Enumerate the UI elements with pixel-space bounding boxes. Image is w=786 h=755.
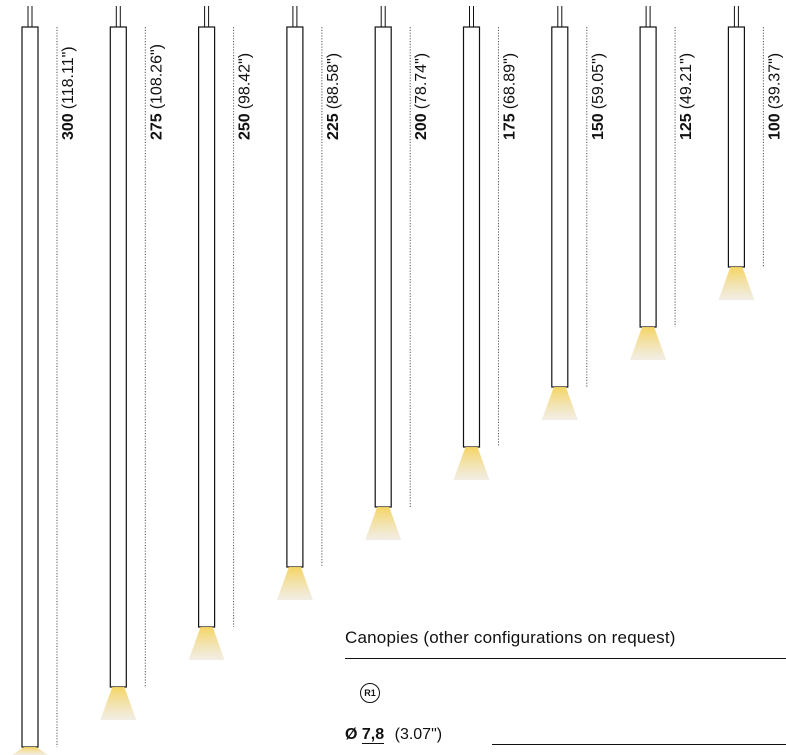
length-metric: 250 <box>237 113 254 140</box>
length-metric: 150 <box>590 113 607 140</box>
diameter-symbol: Ø <box>345 726 358 743</box>
pendant-100: 100 (39.37") <box>718 6 783 300</box>
pendant-body <box>21 26 39 748</box>
diameter-value: 7,8 <box>361 726 385 744</box>
light-cone <box>453 447 490 480</box>
length-imperial: (88.58") <box>325 53 342 109</box>
pendant-body <box>109 26 127 688</box>
length-imperial: (78.74") <box>413 53 430 109</box>
length-label: 200 (78.74") <box>413 53 430 140</box>
length-imperial: (98.42") <box>237 53 254 109</box>
light-cone <box>630 327 667 360</box>
pendant-250: 250 (98.42") <box>188 6 254 660</box>
canopy-diameter: Ø 7,8 (3.07") <box>345 726 442 744</box>
length-imperial: (108.26") <box>148 44 165 109</box>
length-metric: 125 <box>678 113 695 140</box>
length-imperial: (68.89") <box>502 53 519 109</box>
pendant-200: 200 (78.74") <box>365 6 430 540</box>
canopies-title: Canopies (other configurations on reques… <box>345 628 676 647</box>
length-metric: 200 <box>413 113 430 140</box>
length-metric: 175 <box>502 113 519 140</box>
canopy-r1-badge: R1 <box>360 683 380 703</box>
length-label: 125 (49.21") <box>678 53 695 140</box>
length-label: 275 (108.26") <box>148 44 165 140</box>
length-metric: 100 <box>766 113 783 140</box>
light-cone <box>12 747 48 755</box>
pendant-125: 125 (49.21") <box>630 6 695 360</box>
length-imperial: (118.11") <box>60 46 77 109</box>
light-cone <box>541 387 578 420</box>
length-metric: 225 <box>325 113 342 140</box>
pendant-body <box>462 26 481 448</box>
canopies-section: Canopies (other configurations on reques… <box>345 622 786 755</box>
diameter-imperial: (3.07") <box>394 726 443 743</box>
light-cone <box>718 267 755 300</box>
length-label: 150 (59.05") <box>590 53 607 140</box>
length-label: 300 (118.11") <box>60 46 77 140</box>
canopies-divider <box>345 658 786 659</box>
length-label: 175 (68.89") <box>502 53 519 140</box>
light-cone <box>188 627 225 660</box>
length-imperial: (49.21") <box>678 53 695 109</box>
light-cone <box>365 507 402 540</box>
pendant-275: 275 (108.26") <box>100 6 165 720</box>
pendant-300: 300 (118.11") <box>12 6 77 755</box>
pendant-175: 175 (68.89") <box>453 6 519 480</box>
length-label: 250 (98.42") <box>237 53 254 140</box>
pendant-body <box>639 26 657 328</box>
pendant-body <box>198 26 216 628</box>
pendant-body <box>374 26 392 508</box>
length-label: 100 (39.37") <box>766 53 783 140</box>
length-metric: 300 <box>60 113 77 140</box>
length-metric: 275 <box>148 113 165 140</box>
length-label: 225 (88.58") <box>325 53 342 140</box>
length-imperial: (39.37") <box>766 53 783 109</box>
light-cone <box>100 687 137 720</box>
pendant-225: 225 (88.58") <box>276 6 342 600</box>
length-imperial: (59.05") <box>590 53 607 109</box>
pendant-body <box>286 26 304 568</box>
pendant-body <box>727 26 746 268</box>
diameter-dimension-line <box>492 744 786 745</box>
pendant-body <box>551 26 569 388</box>
light-cone <box>276 567 313 600</box>
pendant-150: 150 (59.05") <box>541 6 607 420</box>
